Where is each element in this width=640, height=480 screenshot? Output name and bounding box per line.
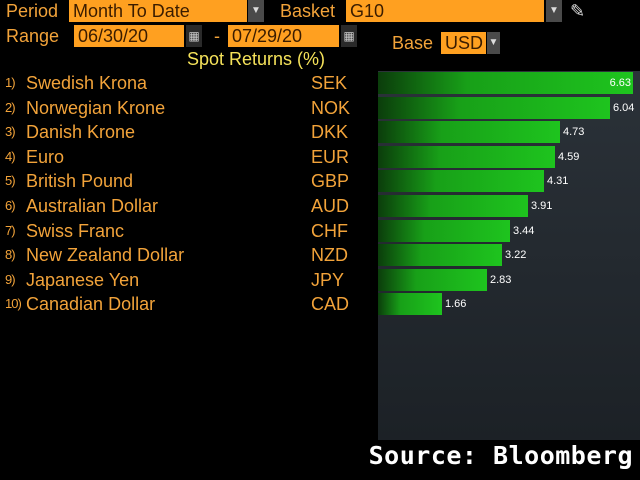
currency-name[interactable]: Norwegian Krone bbox=[26, 97, 166, 118]
end-date-input[interactable]: 07/29/20 bbox=[228, 25, 339, 47]
row-rank: 2) bbox=[5, 99, 16, 115]
return-bar bbox=[378, 96, 610, 119]
table-row[interactable]: 8) New Zealand Dollar NZD 3.22 bbox=[0, 243, 640, 267]
return-value: 3.44 bbox=[513, 224, 535, 237]
return-bar bbox=[378, 121, 560, 144]
table-row[interactable]: 4) Euro EUR 4.59 bbox=[0, 145, 640, 169]
currency-code: JPY bbox=[311, 269, 345, 290]
row-rank: 3) bbox=[5, 124, 16, 140]
return-value: 3.22 bbox=[505, 249, 527, 262]
row-rank: 10) bbox=[5, 296, 22, 312]
currency-code: DKK bbox=[311, 122, 349, 143]
row-rank: 9) bbox=[5, 271, 16, 287]
currency-name[interactable]: Canadian Dollar bbox=[26, 294, 156, 315]
currency-code: AUD bbox=[311, 196, 350, 216]
start-date-input[interactable]: 06/30/20 bbox=[74, 25, 184, 47]
return-value: 4.73 bbox=[563, 126, 585, 139]
end-calendar-icon[interactable]: ▦ bbox=[341, 25, 357, 47]
currency-name[interactable]: Japanese Yen bbox=[26, 269, 140, 290]
currency-code: GBP bbox=[311, 171, 350, 192]
return-bar bbox=[378, 293, 442, 316]
currency-code: SEK bbox=[311, 73, 348, 93]
row-rank: 8) bbox=[5, 247, 16, 263]
table-row[interactable]: 5) British Pound GBP 4.31 bbox=[0, 169, 640, 193]
currency-code: NZD bbox=[311, 245, 348, 266]
currency-name[interactable]: Swedish Krona bbox=[26, 73, 148, 93]
range-label: Range bbox=[6, 26, 60, 46]
return-value: 4.31 bbox=[547, 175, 569, 188]
currency-name[interactable]: Euro bbox=[26, 146, 65, 167]
currency-name[interactable]: New Zealand Dollar bbox=[26, 245, 185, 266]
base-currency-select[interactable]: USD bbox=[441, 32, 486, 54]
basket-dropdown-arrow-icon[interactable]: ▼ bbox=[546, 0, 562, 22]
period-select[interactable]: Month To Date bbox=[69, 0, 247, 22]
start-calendar-icon[interactable]: ▦ bbox=[186, 25, 202, 47]
basket-select[interactable]: G10 bbox=[346, 0, 544, 22]
period-dropdown-arrow-icon[interactable]: ▼ bbox=[248, 0, 264, 22]
source-credit: Source: Bloomberg bbox=[368, 441, 633, 470]
currency-code: NOK bbox=[311, 97, 351, 118]
row-rank: 7) bbox=[5, 222, 16, 238]
return-bar bbox=[378, 145, 555, 168]
return-bar bbox=[378, 72, 633, 94]
table-row[interactable]: 7) Swiss Franc CHF 3.44 bbox=[0, 219, 640, 243]
currency-name[interactable]: British Pound bbox=[26, 171, 134, 192]
currency-name[interactable]: Danish Krone bbox=[26, 122, 136, 143]
currency-code: CAD bbox=[311, 294, 350, 315]
return-value: 4.59 bbox=[558, 150, 580, 163]
basket-label: Basket bbox=[280, 1, 336, 21]
table-row[interactable]: 1) Swedish Krona SEK 6.63 bbox=[0, 71, 640, 95]
table-row[interactable]: 2) Norwegian Krone NOK 6.04 bbox=[0, 96, 640, 120]
table-row[interactable]: 10) Canadian Dollar CAD 1.66 bbox=[0, 292, 640, 316]
return-bar bbox=[378, 195, 528, 217]
table-heading: Spot Returns (%) bbox=[187, 49, 326, 69]
row-rank: 5) bbox=[5, 173, 16, 189]
return-bar bbox=[378, 268, 487, 291]
table-row[interactable]: 6) Australian Dollar AUD 3.91 bbox=[0, 194, 640, 218]
return-bar bbox=[378, 170, 544, 193]
table-row[interactable]: 3) Danish Krone DKK 4.73 bbox=[0, 120, 640, 144]
currency-name[interactable]: Swiss Franc bbox=[26, 220, 125, 241]
row-rank: 4) bbox=[5, 148, 16, 164]
row-rank: 1) bbox=[5, 75, 16, 90]
currency-code: EUR bbox=[311, 146, 350, 167]
base-dropdown-arrow-icon[interactable]: ▼ bbox=[487, 32, 500, 54]
return-bar bbox=[378, 244, 502, 267]
range-separator: - bbox=[214, 26, 220, 46]
return-value: 2.83 bbox=[490, 273, 512, 286]
pencil-icon[interactable]: ✎ bbox=[570, 1, 586, 21]
period-label: Period bbox=[6, 1, 59, 21]
return-bar bbox=[378, 219, 510, 242]
currency-name[interactable]: Australian Dollar bbox=[26, 196, 159, 216]
return-value: 1.66 bbox=[445, 298, 467, 311]
table-row[interactable]: 9) Japanese Yen JPY 2.83 bbox=[0, 268, 640, 292]
row-rank: 6) bbox=[5, 198, 16, 213]
return-value: 3.91 bbox=[531, 200, 553, 212]
base-label: Base bbox=[392, 33, 434, 53]
currency-code: CHF bbox=[311, 220, 348, 241]
return-value: 6.04 bbox=[613, 101, 635, 114]
return-value: 6.63 bbox=[609, 77, 631, 89]
